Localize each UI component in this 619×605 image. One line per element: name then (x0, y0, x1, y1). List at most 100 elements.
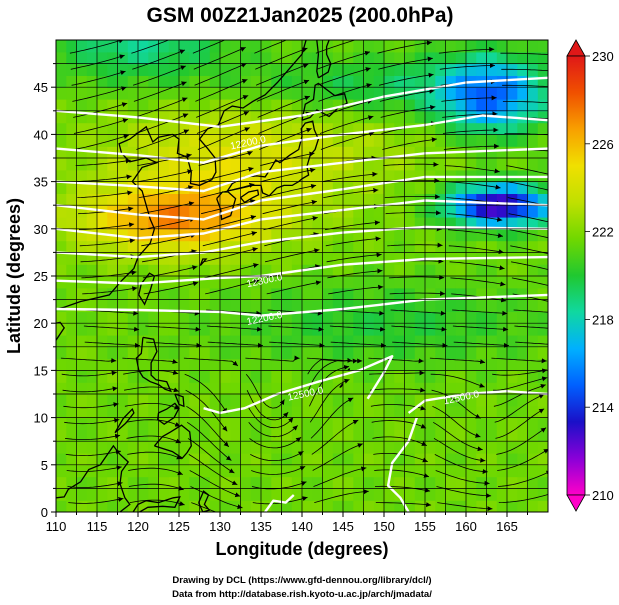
wind-streamlines (60, 40, 548, 512)
streamline (444, 165, 500, 174)
streamline (132, 65, 186, 86)
streamline (450, 277, 506, 287)
streamline (146, 341, 202, 348)
streamline (246, 390, 289, 421)
streamline (508, 213, 548, 223)
streamline (371, 420, 427, 429)
streamline (437, 502, 493, 512)
streamline (368, 357, 424, 364)
streamline (439, 63, 496, 70)
coast-hokkaido (301, 82, 348, 121)
streamline (328, 284, 384, 295)
streamline (60, 357, 117, 364)
streamline (189, 470, 241, 498)
streamline (318, 83, 372, 102)
streamline (447, 213, 503, 222)
y-tick-label: 30 (34, 222, 48, 237)
streamline (449, 261, 505, 271)
y-tick-label: 35 (34, 175, 48, 190)
streamline (196, 95, 249, 118)
y-axis-label: Latitude (degrees) (4, 198, 24, 354)
streamline (430, 373, 485, 388)
streamline (501, 68, 548, 71)
streamline (317, 67, 371, 86)
streamline (205, 279, 260, 295)
streamline (514, 325, 548, 329)
streamline (191, 502, 218, 512)
streamline (443, 143, 500, 150)
streamline (64, 433, 121, 440)
streamline (84, 341, 141, 348)
streamline (442, 111, 498, 118)
streamline (74, 134, 129, 150)
streamline (329, 325, 386, 332)
colorbar-tick-label: 210 (592, 488, 614, 503)
colorbar-top-triangle (566, 39, 586, 57)
streamline (389, 291, 446, 297)
streamline (262, 199, 317, 215)
x-tick-label: 150 (373, 519, 395, 534)
streamline (492, 368, 548, 376)
streamline (133, 81, 187, 102)
streamline (374, 469, 430, 478)
streamline (65, 449, 121, 457)
streamline (71, 70, 126, 86)
streamline (247, 406, 294, 429)
coast-sakhalin (318, 40, 332, 79)
streamline (257, 95, 311, 118)
streamline (66, 465, 122, 472)
streamline (78, 222, 135, 231)
grid-lines (56, 40, 548, 512)
streamline (62, 386, 118, 393)
x-axis-label: Longitude (degrees) (215, 539, 388, 559)
streamline (509, 229, 548, 239)
y-tick-label: 15 (34, 363, 48, 378)
streamline (68, 496, 124, 504)
streamline (507, 197, 548, 207)
streamline (125, 419, 181, 427)
streamline (323, 187, 379, 198)
streamline (452, 309, 508, 316)
streamline (372, 436, 427, 446)
streamline (380, 105, 436, 118)
streamline (510, 245, 548, 255)
streamline (387, 242, 443, 248)
streamline (452, 325, 509, 332)
streamline (186, 405, 230, 448)
y-tick-label: 40 (34, 127, 48, 142)
colorbar-tick-label: 222 (592, 225, 614, 240)
streamline (385, 210, 442, 216)
x-tick-label: 125 (168, 519, 190, 534)
streamline (260, 167, 316, 182)
height-contour-9 (203, 355, 394, 415)
streamline (137, 153, 192, 166)
streamline (330, 341, 387, 348)
streamline (268, 325, 324, 332)
credit-drawing: Drawing by DCL (https://www.gfd-dennou.o… (172, 575, 431, 586)
streamline (319, 115, 374, 134)
streamline (392, 341, 448, 348)
streamline (206, 325, 263, 332)
x-tick-label: 140 (291, 519, 313, 534)
colorbar-body (566, 55, 586, 496)
streamline (255, 63, 309, 86)
streamline (248, 422, 298, 438)
streamline (441, 95, 497, 102)
coast-sulawesi (132, 496, 181, 512)
streamline (506, 165, 548, 175)
streamline (260, 151, 315, 166)
streamline (192, 40, 226, 54)
streamline (197, 127, 250, 150)
streamline (315, 40, 357, 54)
streamline (261, 183, 317, 198)
streamline (495, 408, 545, 439)
streamline (322, 171, 378, 182)
streamline (122, 357, 178, 364)
streamline (195, 79, 248, 102)
streamline (184, 373, 228, 414)
y-tick-label: 45 (34, 80, 48, 95)
x-tick-label: 115 (87, 519, 108, 534)
streamline (70, 54, 125, 70)
streamline (373, 453, 428, 463)
